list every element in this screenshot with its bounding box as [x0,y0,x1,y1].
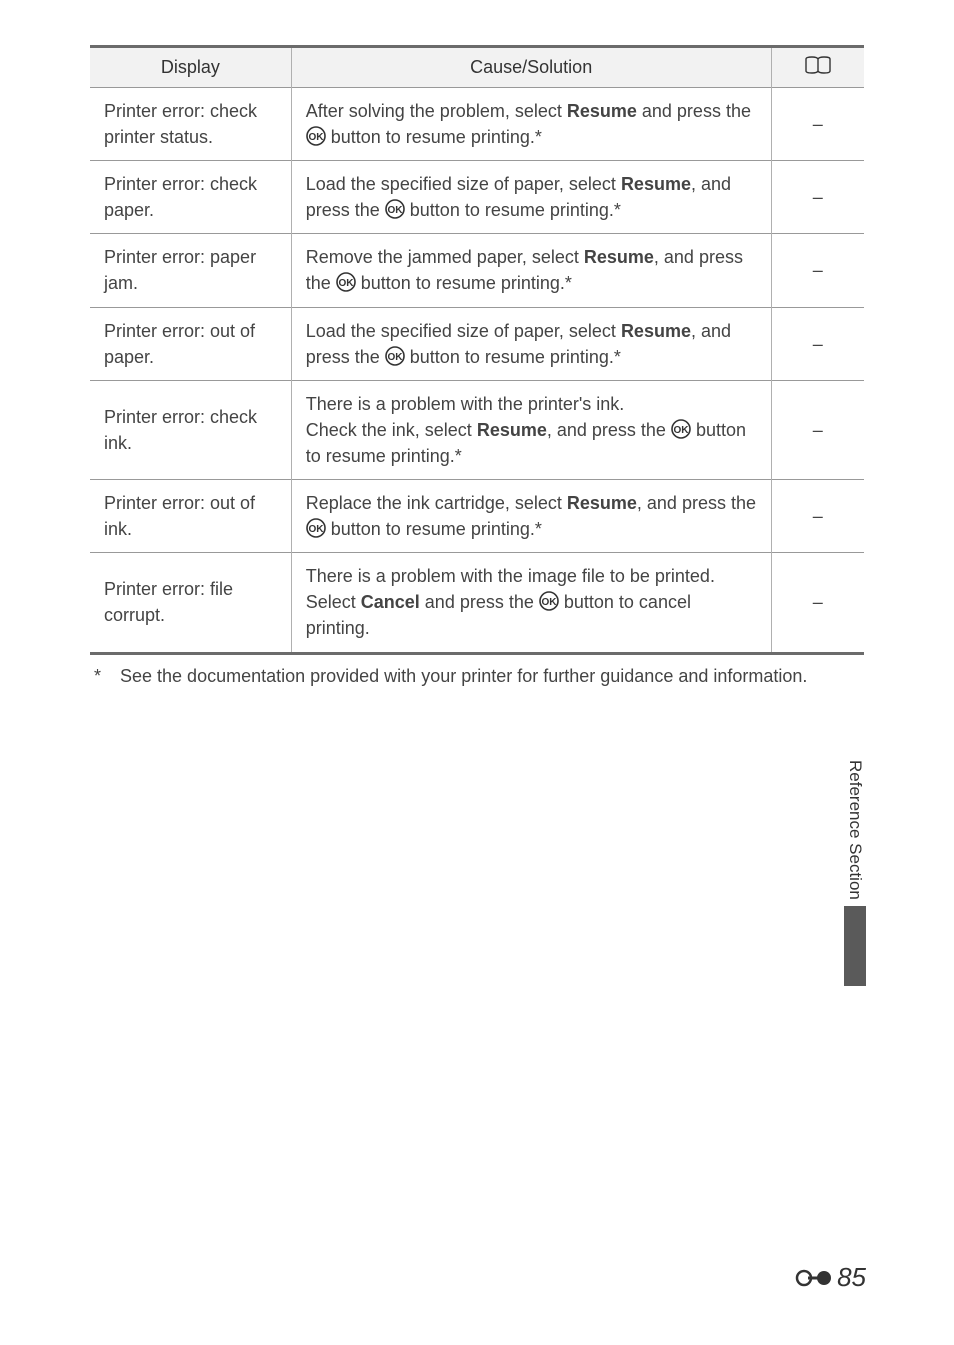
cause-pre: Load the specified size of paper, select [306,174,621,194]
cause-mid: and press the [637,101,751,121]
cell-reference: – [771,161,864,234]
cause-pre: Remove the jammed paper, select [306,247,584,267]
svg-text:OK: OK [308,132,324,143]
header-cause: Cause/Solution [291,47,771,88]
cause-post: button to resume printing.* [405,347,621,367]
page-footer: 85 [795,1262,866,1293]
footnote-mark: * [94,663,108,689]
svg-text:OK: OK [387,352,403,363]
cause-mid: and press the [420,592,539,612]
side-tab-block [844,906,866,986]
cell-display: Printer error: out of ink. [90,480,291,553]
svg-text:OK: OK [541,597,557,608]
table-row: Printer error: file corrupt. There is a p… [90,553,864,653]
page-number: 85 [837,1262,866,1293]
table-header-row: Display Cause/Solution [90,47,864,88]
cell-cause: Load the specified size of paper, select… [291,307,771,380]
cell-cause: There is a problem with the image file t… [291,553,771,653]
header-reference [771,47,864,88]
table-row: Printer error: out of paper.Load the spe… [90,307,864,380]
footer-link-icon [795,1268,833,1288]
cell-reference: – [771,380,864,479]
cell-reference: – [771,553,864,653]
cause-pre: Select [306,592,361,612]
cell-cause: Replace the ink cartridge, select Resume… [291,480,771,553]
header-display: Display [90,47,291,88]
cause-mid: , and press the [547,420,671,440]
table-row: Printer error: check ink. There is a prob… [90,380,864,479]
ok-icon: OK [306,518,326,538]
ok-icon: OK [671,419,691,439]
table-row: Printer error: check paper.Load the spec… [90,161,864,234]
side-tab-label: Reference Section [845,760,865,900]
cause-action: Resume [584,247,654,267]
cause-post: button to resume printing.* [356,273,572,293]
cell-reference: – [771,234,864,307]
ok-icon: OK [385,199,405,219]
cause-action: Resume [621,321,691,341]
cause-post: button to resume printing.* [326,127,542,147]
cell-cause: Load the specified size of paper, select… [291,161,771,234]
cause-action: Resume [567,101,637,121]
cell-display: Printer error: check paper. [90,161,291,234]
cell-display: Printer error: out of paper. [90,307,291,380]
cause-intro: There is a problem with the image file t… [306,566,715,586]
table-row: Printer error: out of ink.Replace the in… [90,480,864,553]
cause-action: Resume [477,420,547,440]
cause-action: Resume [621,174,691,194]
ok-icon: OK [385,346,405,366]
svg-text:OK: OK [673,425,689,436]
cell-reference: – [771,480,864,553]
table-row: Printer error: check printer status.Afte… [90,88,864,161]
book-icon [804,56,832,74]
cell-reference: – [771,88,864,161]
ok-icon: OK [336,272,356,292]
cell-display: Printer error: check ink. [90,380,291,479]
cause-mid: , and press the [637,493,756,513]
cell-cause: There is a problem with the printer's in… [291,380,771,479]
cause-post: button to resume printing.* [405,200,621,220]
error-table: Display Cause/Solution Printer error: ch… [90,45,864,655]
cell-cause: After solving the problem, select Resume… [291,88,771,161]
ok-icon: OK [539,591,559,611]
ok-icon: OK [306,126,326,146]
cause-intro: There is a problem with the printer's in… [306,394,625,414]
table-row: Printer error: paper jam.Remove the jamm… [90,234,864,307]
cause-action: Cancel [361,592,420,612]
cause-pre: Replace the ink cartridge, select [306,493,567,513]
cell-reference: – [771,307,864,380]
footnote: * See the documentation provided with yo… [90,655,864,697]
svg-text:OK: OK [387,205,403,216]
cause-pre: Check the ink, select [306,420,477,440]
cause-pre: After solving the problem, select [306,101,567,121]
svg-text:OK: OK [308,524,324,535]
cell-display: Printer error: file corrupt. [90,553,291,653]
cell-cause: Remove the jammed paper, select Resume, … [291,234,771,307]
cause-post: button to resume printing.* [326,519,542,539]
footnote-text: See the documentation provided with your… [120,663,807,689]
cell-display: Printer error: check printer status. [90,88,291,161]
svg-text:OK: OK [338,278,354,289]
side-tab: Reference Section [844,760,866,986]
cause-pre: Load the specified size of paper, select [306,321,621,341]
cause-action: Resume [567,493,637,513]
cell-display: Printer error: paper jam. [90,234,291,307]
